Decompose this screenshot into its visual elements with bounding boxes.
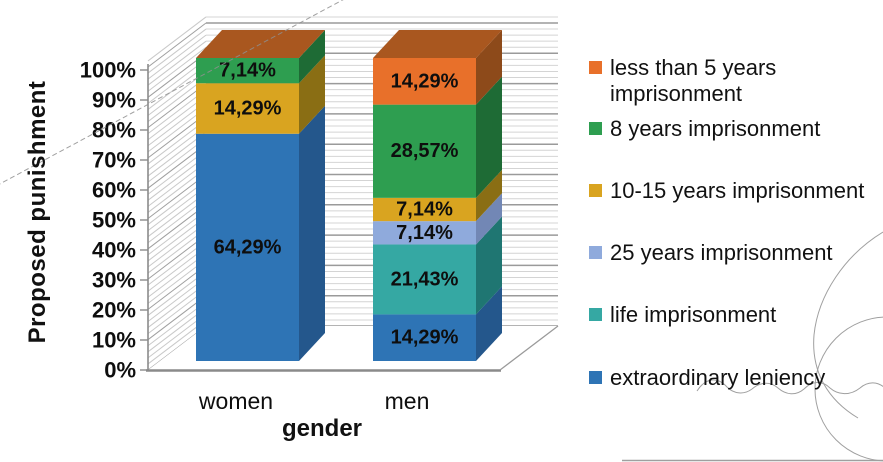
y-tick-label: 20% [92,298,136,323]
bar-segment-side [476,216,502,315]
bar-top-cap [373,30,502,58]
data-label: 28,57% [391,140,459,162]
data-label: 14,29% [214,97,282,119]
legend-item: 10-15 years imprisonment [589,178,881,204]
floor-right-edge [499,325,559,371]
data-label: 64,29% [214,236,282,258]
category-label: men [385,388,430,414]
side-wall-hatch-line [147,34,207,80]
side-wall-hatch-line [147,16,207,62]
decorative-wave [696,379,883,395]
bar-segment [373,314,476,361]
bar-segment [373,244,476,315]
y-tick-label: 50% [92,208,136,233]
data-label: 21,43% [391,268,459,290]
bar-segment-side [299,105,325,361]
bar-segment-side [476,169,502,222]
data-label: 7,14% [219,60,276,82]
data-label: 14,29% [391,70,459,92]
y-tick-label: 80% [92,118,136,143]
bar-segment [196,58,299,84]
data-label: 7,14% [396,199,453,221]
bar-segment-side [299,30,325,84]
legend-item: 8 years imprisonment [589,116,881,142]
bar-segment [373,197,476,222]
data-label: 7,14% [396,222,453,244]
legend-label: 10-15 years imprisonment [610,178,865,203]
y-tick-label: 60% [92,178,136,203]
y-tick-label: 10% [92,328,136,353]
side-wall-hatch-line [147,28,207,74]
decorative-circle [814,316,883,462]
legend-swatch [589,246,602,259]
bar-segment-side [476,193,502,245]
bar-segment [373,58,476,105]
legend-label: 25 years imprisonment [610,240,833,265]
x-axis-title: gender [281,415,363,442]
legend-item: life imprisonment [589,302,881,328]
side-wall-hatch-line [147,22,207,68]
y-tick-label: 30% [92,268,136,293]
y-tick-label: 70% [92,148,136,173]
y-tick-label: 40% [92,238,136,263]
category-label: women [198,388,273,414]
data-label: 14,29% [391,327,459,349]
bar-segment [373,104,476,198]
bar-segment-side [476,30,502,105]
legend-item: less than 5 years imprisonment [589,55,881,107]
bar-segment [373,221,476,245]
decorative-arc [813,231,883,419]
y-tick-label: 0% [104,358,136,383]
legend-label: 8 years imprisonment [610,116,821,141]
side-wall-hatch-line [147,40,207,86]
legend-swatch [589,184,602,197]
bar-segment-side [476,286,502,361]
legend-label: less than 5 years imprisonment [610,55,777,106]
side-wall-hatch-line [147,46,207,92]
bar-segment [196,83,299,134]
legend-label: extraordinary leniency [610,365,826,390]
legend-swatch [589,371,602,384]
legend-label: life imprisonment [610,302,777,327]
legend-swatch [589,61,602,74]
bar-segment-side [299,55,325,134]
y-tick-label: 90% [92,88,136,113]
legend-item: 25 years imprisonment [589,240,881,266]
legend-swatch [589,122,602,135]
legend-swatch [589,308,602,321]
plot-area: 0% 10% 20% 30% 40% 50% 60% 70% 80% 90% 100% 64,29% 1… [80,16,559,414]
legend-item: extraordinary leniency [589,365,881,391]
bar-segment [196,133,299,361]
bar-segment-side [476,76,502,198]
decorative-diagonal-line [0,0,344,185]
y-tick-label: 100% [80,58,136,83]
y-axis-title: Proposed punishment [24,80,51,344]
